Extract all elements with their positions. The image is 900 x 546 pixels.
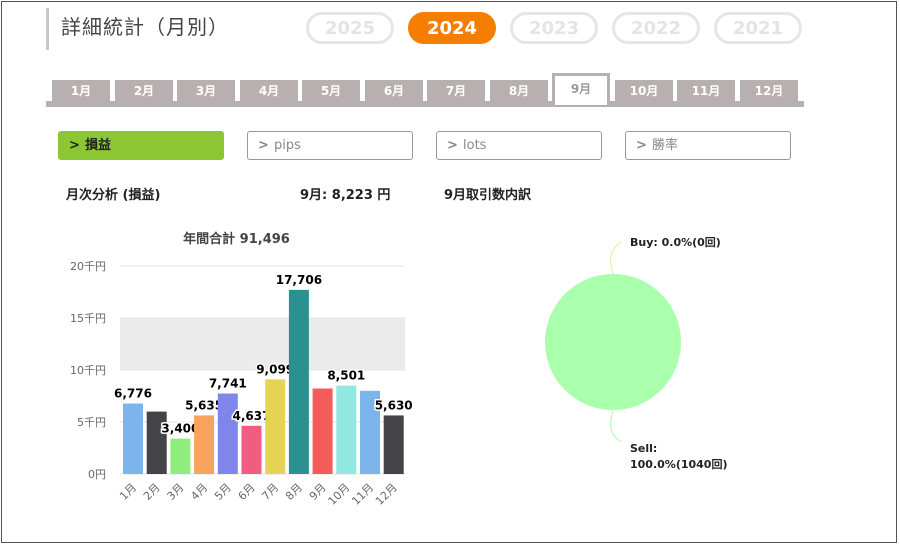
bar-data-label: 17,706 xyxy=(276,273,322,287)
pie-label-buy: Buy: 0.0%(0回) xyxy=(630,235,721,249)
metric-tab-label: 損益 xyxy=(85,138,112,153)
metric-tab-label: pips xyxy=(274,138,301,153)
tab-month-12[interactable]: 12月 xyxy=(740,80,798,101)
chevron-right-icon: > xyxy=(69,138,80,153)
page-title: 詳細統計（月別） xyxy=(46,8,229,50)
bar-3[interactable] xyxy=(170,438,191,474)
metric-tab-profit[interactable]: > 損益 xyxy=(58,131,224,160)
month-tabs-baseline xyxy=(46,101,804,107)
tab-month-9[interactable]: 9月 xyxy=(552,73,610,105)
tab-month-7[interactable]: 7月 xyxy=(427,80,485,101)
bar-11[interactable] xyxy=(360,390,380,474)
metric-tab-lots[interactable]: > lots xyxy=(436,131,602,160)
year-button-2021[interactable]: 2021 xyxy=(714,12,802,44)
tab-month-6[interactable]: 6月 xyxy=(365,80,423,101)
tab-month-2[interactable]: 2月 xyxy=(115,80,173,101)
bar-data-label: 5,630 xyxy=(375,398,413,412)
chevron-right-icon: > xyxy=(636,138,647,153)
pie-label-sell: Sell: xyxy=(630,442,657,455)
pie-connector-sell xyxy=(610,409,622,443)
metric-tab-pips[interactable]: > pips xyxy=(247,131,413,160)
trade-breakdown-heading: 9月取引数内訳 xyxy=(444,188,532,203)
chevron-right-icon: > xyxy=(258,138,269,153)
bar-data-label: 6,776 xyxy=(114,387,152,401)
bar-1[interactable] xyxy=(123,403,143,474)
y-tick-label: 20千円 xyxy=(70,260,106,273)
bar-10[interactable] xyxy=(336,385,357,474)
pie-label-sell-value: 100.0%(1040回) xyxy=(630,457,728,471)
bar-data-label: 3,400 xyxy=(161,422,199,436)
bar-4[interactable] xyxy=(194,415,215,474)
year-button-2024[interactable]: 2024 xyxy=(408,12,496,44)
tab-month-1[interactable]: 1月 xyxy=(52,80,110,101)
pie-slice-sell[interactable] xyxy=(545,274,681,410)
y-tick-label: 15千円 xyxy=(70,312,106,325)
bar-data-label: 9,099 xyxy=(256,362,294,376)
monthly-analysis-heading: 月次分析 (損益) xyxy=(66,188,161,203)
tab-month-3[interactable]: 3月 xyxy=(177,80,235,101)
bar-data-label: 4,637 xyxy=(233,409,271,423)
tab-month-8[interactable]: 8月 xyxy=(490,80,548,101)
bar-12[interactable] xyxy=(383,415,404,474)
y-tick-label: 0円 xyxy=(88,468,106,481)
metric-tab-label: 勝率 xyxy=(652,138,679,153)
bar-7[interactable] xyxy=(265,379,286,474)
bar-data-label: 5,635 xyxy=(185,398,223,412)
bar-2[interactable] xyxy=(146,411,167,474)
bar-5[interactable] xyxy=(217,393,238,474)
metric-tab-winrate[interactable]: > 勝率 xyxy=(625,131,791,160)
tab-month-4[interactable]: 4月 xyxy=(240,80,298,101)
y-tick-label: 5千円 xyxy=(77,416,106,429)
bar-data-label: 8,501 xyxy=(327,369,365,383)
selected-month-value: 9月: 8,223 円 xyxy=(300,188,391,203)
plot-band xyxy=(120,318,405,370)
year-button-2023[interactable]: 2023 xyxy=(510,12,598,44)
bar-chart-title: 年間合計 91,496 xyxy=(183,231,290,247)
bar-data-label: 7,741 xyxy=(209,376,247,390)
metric-tab-label: lots xyxy=(463,138,487,153)
y-tick-label: 10千円 xyxy=(70,364,106,377)
bar-8[interactable] xyxy=(288,289,309,474)
bar-6[interactable] xyxy=(241,425,262,474)
pie-connector-buy xyxy=(610,241,622,275)
bar-9[interactable] xyxy=(312,388,333,474)
tab-month-10[interactable]: 10月 xyxy=(615,80,673,101)
tab-month-5[interactable]: 5月 xyxy=(302,80,360,101)
tab-month-11[interactable]: 11月 xyxy=(677,80,735,101)
chevron-right-icon: > xyxy=(447,138,458,153)
year-button-2025[interactable]: 2025 xyxy=(306,12,394,44)
year-button-2022[interactable]: 2022 xyxy=(612,12,700,44)
